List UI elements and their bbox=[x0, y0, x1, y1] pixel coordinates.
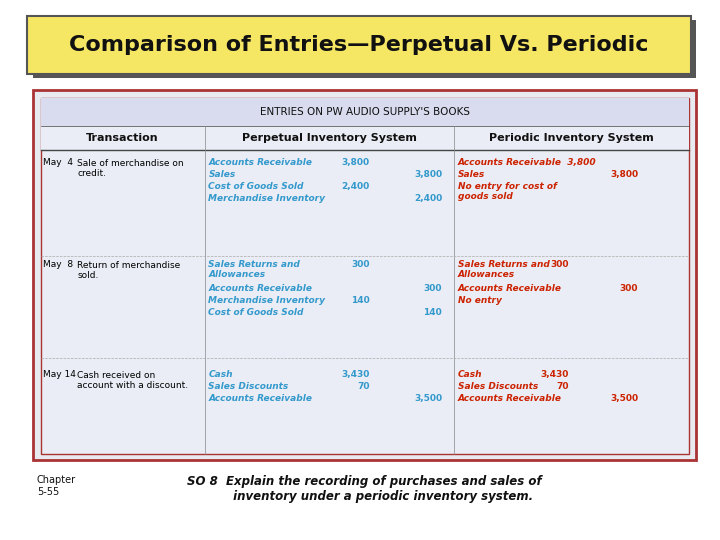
Text: Accounts Receivable: Accounts Receivable bbox=[209, 284, 312, 293]
Text: 300: 300 bbox=[351, 260, 369, 269]
Text: No entry for cost of
goods sold: No entry for cost of goods sold bbox=[458, 182, 557, 201]
Text: 3,500: 3,500 bbox=[414, 394, 442, 403]
Text: Cost of Goods Sold: Cost of Goods Sold bbox=[209, 182, 304, 191]
Text: ENTRIES ON PW AUDIO SUPPLY'S BOOKS: ENTRIES ON PW AUDIO SUPPLY'S BOOKS bbox=[260, 107, 469, 117]
Text: May  8: May 8 bbox=[42, 260, 73, 269]
Text: Return of merchandise
sold.: Return of merchandise sold. bbox=[78, 261, 181, 280]
Text: Sale of merchandise on
credit.: Sale of merchandise on credit. bbox=[78, 159, 184, 178]
Text: Sales Returns and
Allowances: Sales Returns and Allowances bbox=[458, 260, 549, 279]
Text: Accounts Receivable: Accounts Receivable bbox=[458, 394, 562, 403]
FancyBboxPatch shape bbox=[40, 98, 688, 454]
FancyBboxPatch shape bbox=[40, 126, 688, 150]
Text: 140: 140 bbox=[423, 308, 442, 317]
Text: Accounts Receivable: Accounts Receivable bbox=[209, 394, 312, 403]
Text: Sales Discounts: Sales Discounts bbox=[458, 382, 538, 391]
Text: 2,400: 2,400 bbox=[414, 194, 442, 203]
Text: Periodic Inventory System: Periodic Inventory System bbox=[489, 133, 654, 143]
Text: Accounts Receivable: Accounts Receivable bbox=[458, 284, 562, 293]
Text: No entry: No entry bbox=[458, 296, 502, 305]
Text: Accounts Receivable: Accounts Receivable bbox=[209, 158, 312, 167]
Text: SO 8  Explain the recording of purchases and sales of
         inventory under a: SO 8 Explain the recording of purchases … bbox=[187, 475, 542, 503]
FancyBboxPatch shape bbox=[40, 98, 688, 126]
Text: Cash: Cash bbox=[209, 370, 233, 379]
FancyBboxPatch shape bbox=[33, 20, 696, 78]
Text: Sales Discounts: Sales Discounts bbox=[209, 382, 289, 391]
Text: Chapter
5-55: Chapter 5-55 bbox=[37, 475, 76, 497]
Text: 3,800: 3,800 bbox=[610, 170, 638, 179]
Text: 3,800: 3,800 bbox=[341, 158, 369, 167]
Text: 2,400: 2,400 bbox=[341, 182, 369, 191]
Text: 300: 300 bbox=[550, 260, 568, 269]
Text: Merchandise Inventory: Merchandise Inventory bbox=[209, 194, 325, 203]
Text: 3,430: 3,430 bbox=[540, 370, 568, 379]
FancyBboxPatch shape bbox=[27, 16, 690, 74]
Text: 3,430: 3,430 bbox=[341, 370, 369, 379]
Text: Merchandise Inventory: Merchandise Inventory bbox=[209, 296, 325, 305]
Text: 300: 300 bbox=[424, 284, 442, 293]
Text: Accounts Receivable  3,800: Accounts Receivable 3,800 bbox=[458, 158, 596, 167]
Text: Cost of Goods Sold: Cost of Goods Sold bbox=[209, 308, 304, 317]
Text: Cash received on
account with a discount.: Cash received on account with a discount… bbox=[78, 371, 189, 390]
Text: 3,800: 3,800 bbox=[414, 170, 442, 179]
Text: Transaction: Transaction bbox=[86, 133, 159, 143]
Text: Cash: Cash bbox=[458, 370, 482, 379]
Text: 300: 300 bbox=[620, 284, 638, 293]
Text: 70: 70 bbox=[357, 382, 369, 391]
Text: Sales: Sales bbox=[458, 170, 485, 179]
Text: 3,500: 3,500 bbox=[610, 394, 638, 403]
Text: 70: 70 bbox=[556, 382, 568, 391]
Text: May  4: May 4 bbox=[42, 158, 73, 167]
Text: Sales Returns and
Allowances: Sales Returns and Allowances bbox=[209, 260, 300, 279]
Text: Perpetual Inventory System: Perpetual Inventory System bbox=[242, 133, 417, 143]
Text: Sales: Sales bbox=[209, 170, 235, 179]
Text: 140: 140 bbox=[351, 296, 369, 305]
FancyBboxPatch shape bbox=[33, 90, 696, 460]
Text: May 14: May 14 bbox=[42, 370, 76, 379]
Text: Comparison of Entries—Perpetual Vs. Periodic: Comparison of Entries—Perpetual Vs. Peri… bbox=[69, 35, 649, 55]
